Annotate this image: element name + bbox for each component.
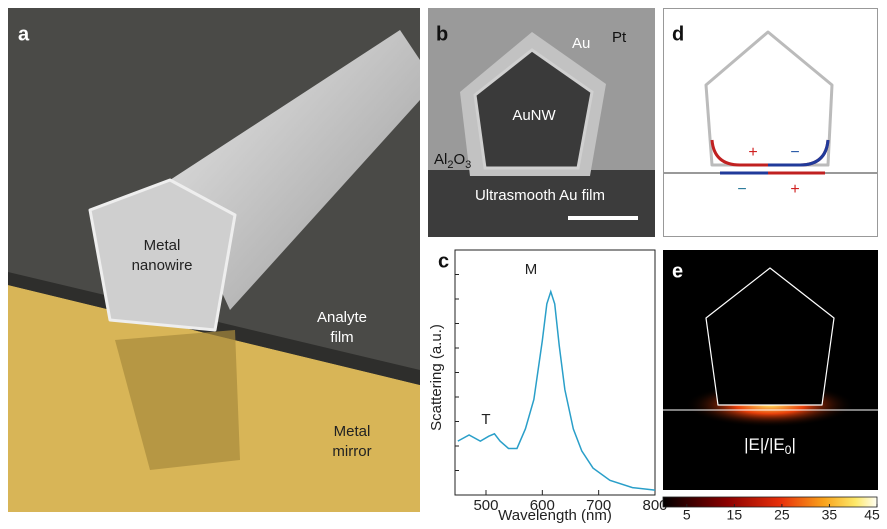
charge: + xyxy=(748,144,757,161)
charge: − xyxy=(790,144,799,161)
panel-d: d + − − + xyxy=(664,9,878,237)
colorbar-label: 15 xyxy=(727,507,743,523)
panel-label: d xyxy=(672,23,684,45)
charge: + xyxy=(790,181,799,198)
colorbar-label: 25 xyxy=(774,507,790,523)
panel-label: b xyxy=(436,23,448,45)
label: nanowire xyxy=(132,257,193,274)
panel-label: c xyxy=(438,250,449,272)
label: AuNW xyxy=(512,107,556,124)
x-tick-label: 500 xyxy=(473,497,498,514)
panel-label: e xyxy=(672,260,683,282)
x-axis-label: Wavelength (nm) xyxy=(498,507,612,524)
series-line xyxy=(458,292,655,490)
label: Metal xyxy=(334,423,371,440)
figure: a Metal nanowire Analyte film Metal mirr… xyxy=(0,0,887,524)
scale-bar xyxy=(568,216,638,220)
label: Metal xyxy=(144,237,181,254)
annotation: T xyxy=(481,411,490,428)
wire-face xyxy=(90,180,235,330)
colorbar-label: 5 xyxy=(683,507,691,523)
colorbar xyxy=(663,497,877,507)
label: Au xyxy=(572,35,590,52)
label: Pt xyxy=(612,29,627,46)
panel-label: a xyxy=(18,23,30,45)
charge: − xyxy=(737,181,746,198)
label: Analyte xyxy=(317,309,367,326)
colorbar-label: 45 xyxy=(864,507,880,523)
annotation: M xyxy=(525,261,538,278)
plot-frame xyxy=(455,250,655,495)
panel-b: b Au Pt AuNW Al2O3 Ultrasmooth Au film xyxy=(428,8,655,237)
frame xyxy=(664,9,878,237)
y-axis-label: Scattering (a.u.) xyxy=(428,324,445,431)
label: mirror xyxy=(332,443,371,460)
panel-e: e |E|/|E0| xyxy=(663,250,878,490)
label: Ultrasmooth Au film xyxy=(475,187,605,204)
panel-a: a Metal nanowire Analyte film Metal mirr… xyxy=(8,8,420,512)
label: film xyxy=(330,329,353,346)
colorbar-label: 35 xyxy=(822,507,838,523)
